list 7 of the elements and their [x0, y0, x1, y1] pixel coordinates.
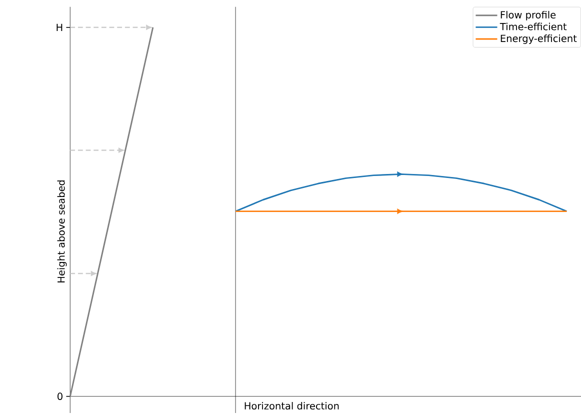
legend-label: Time-efficient: [500, 22, 567, 30]
x-axis-title: Horizontal direction: [244, 402, 339, 410]
text: H: [56, 24, 62, 32]
y-axis-title: Height above seabed: [57, 180, 67, 282]
legend-label: Energy-efficient: [500, 34, 577, 44]
text: Flow profile: [500, 11, 556, 20]
text: 0: [58, 392, 62, 400]
